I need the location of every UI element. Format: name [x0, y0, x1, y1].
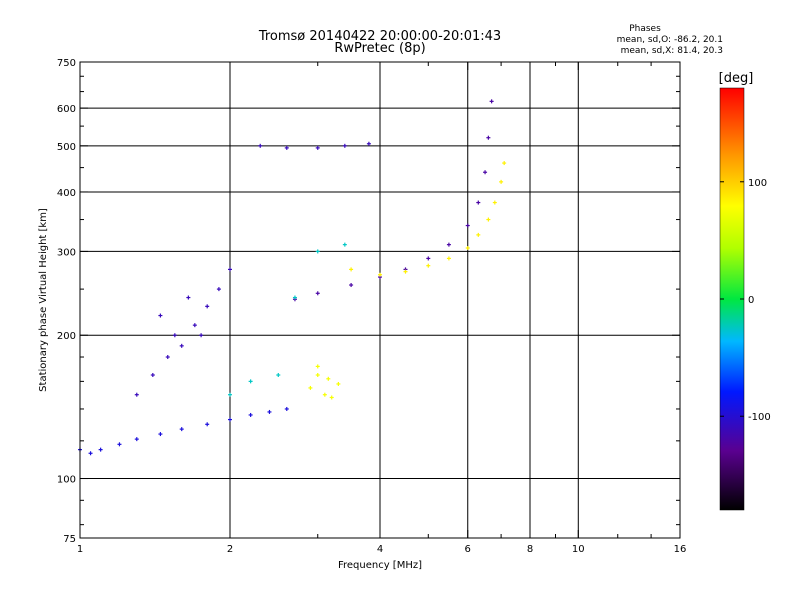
- data-point: [492, 200, 497, 205]
- data-point: [426, 256, 431, 261]
- y-tick-labels: 75 100 200 300 400 500 600 750: [57, 58, 76, 545]
- data-point: [329, 395, 334, 400]
- data-point: [284, 145, 289, 150]
- data-point: [186, 295, 191, 300]
- x-tick-label: 6: [465, 544, 471, 555]
- data-point: [267, 409, 272, 414]
- data-point: [336, 381, 341, 386]
- data-point: [292, 295, 297, 300]
- x-tick-label: 8: [527, 544, 533, 555]
- data-point: [158, 432, 163, 437]
- y-tick-label: 200: [57, 331, 76, 342]
- data-point: [192, 323, 197, 328]
- data-point: [502, 161, 507, 166]
- data-point: [403, 269, 408, 274]
- data-point: [134, 392, 139, 397]
- data-point: [134, 437, 139, 442]
- data-point: [476, 200, 481, 205]
- y-tick-label: 500: [57, 142, 76, 153]
- data-point: [88, 451, 93, 456]
- x-tick-labels: 1 2 4 6 8 10 16: [77, 544, 687, 555]
- y-tick-label: 300: [57, 247, 76, 258]
- data-point: [284, 406, 289, 411]
- data-point: [248, 379, 253, 384]
- data-point: [315, 373, 320, 378]
- data-point: [205, 304, 210, 309]
- data-point: [426, 263, 431, 268]
- y-axis-label: Stationary phase Virtual Height [km]: [38, 208, 49, 392]
- data-point: [322, 392, 327, 397]
- x-tick-label: 2: [227, 544, 233, 555]
- grid-lines: [80, 62, 680, 538]
- data-point: [489, 99, 494, 104]
- colorbar-tick-label: -100: [748, 412, 771, 423]
- data-point: [179, 427, 184, 432]
- data-point: [117, 442, 122, 447]
- data-point: [349, 283, 354, 288]
- data-point: [486, 135, 491, 140]
- phases-heading: Phases: [629, 24, 661, 34]
- data-point: [179, 343, 184, 348]
- data-point: [308, 385, 313, 390]
- data-point: [342, 143, 347, 148]
- data-point: [315, 249, 320, 254]
- data-point: [465, 246, 470, 251]
- chart-subtitle: RwPretec (8p): [334, 41, 425, 56]
- data-point: [258, 143, 263, 148]
- phases-x-stats: mean, sd,X: 81.4, 20.3: [621, 46, 723, 56]
- data-point: [499, 179, 504, 184]
- axis-ticks: [79, 61, 681, 539]
- y-tick-label: 100: [57, 475, 76, 486]
- colorbar-label: [deg]: [719, 71, 754, 86]
- data-point: [199, 333, 204, 338]
- x-tick-label: 4: [377, 544, 383, 555]
- data-point: [342, 242, 347, 247]
- data-point: [228, 392, 232, 397]
- data-point: [276, 373, 281, 378]
- data-point: [378, 272, 382, 277]
- data-point: [228, 417, 232, 422]
- data-point: [228, 267, 232, 272]
- y-tick-label: 400: [57, 188, 76, 199]
- data-point: [483, 170, 488, 175]
- x-tick-label: 16: [674, 544, 687, 555]
- data-point: [315, 145, 320, 150]
- y-tick-label: 75: [63, 534, 76, 545]
- data-point: [98, 447, 103, 452]
- colorbar-ticks: 100 0 -100: [720, 178, 771, 423]
- data-point: [315, 291, 320, 296]
- data-point: [486, 217, 491, 222]
- data-point: [366, 141, 371, 146]
- data-point: [205, 422, 210, 427]
- data-point: [172, 333, 177, 338]
- data-point: [349, 267, 354, 272]
- data-point: [165, 355, 170, 360]
- data-point: [216, 287, 221, 292]
- x-tick-label: 1: [77, 544, 83, 555]
- data-points: [78, 99, 507, 456]
- phases-o-stats: mean, sd,O: -86.2, 20.1: [617, 35, 723, 45]
- colorbar-tick-label: 100: [748, 178, 767, 189]
- data-point: [248, 412, 253, 417]
- colorbar-tick-label: 0: [748, 295, 754, 306]
- data-point: [446, 242, 451, 247]
- data-point: [326, 376, 331, 381]
- data-point: [465, 223, 470, 228]
- chart-title: Tromsø 20140422 20:00:00-20:01:43: [258, 29, 501, 44]
- data-point: [476, 232, 481, 237]
- data-point: [158, 313, 163, 318]
- x-tick-label: 10: [572, 544, 585, 555]
- y-tick-label: 600: [57, 104, 76, 115]
- data-point: [150, 373, 155, 378]
- y-tick-label: 750: [57, 58, 76, 69]
- x-axis-label: Frequency [MHz]: [338, 560, 422, 571]
- data-point: [315, 364, 320, 369]
- data-point: [446, 256, 451, 261]
